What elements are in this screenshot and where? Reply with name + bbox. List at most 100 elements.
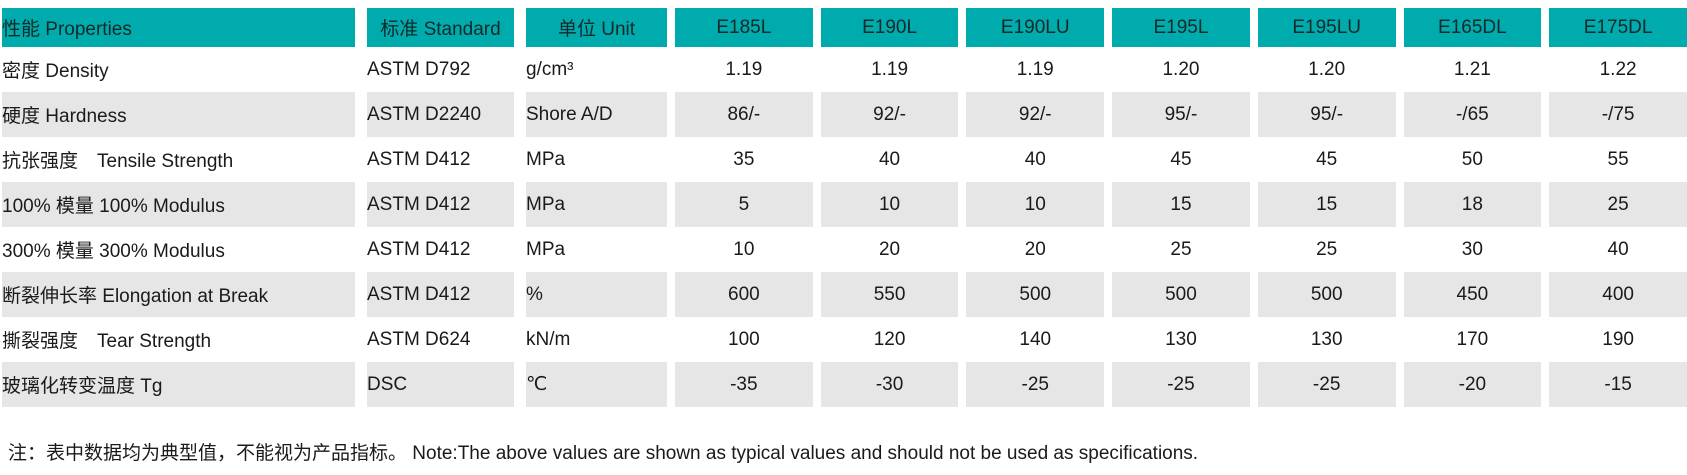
value-cell: 92/-	[812, 92, 959, 137]
property-name-cell: 300% 模量 300% Modulus	[2, 227, 355, 272]
value-cell: -/75	[1541, 92, 1687, 137]
unit-cell: ℃	[514, 362, 667, 407]
standard-cell: ASTM D412	[355, 272, 514, 317]
value-cell: 86/-	[667, 92, 813, 137]
value-cell: 45	[1104, 137, 1250, 182]
value-cell: 1.19	[958, 47, 1105, 92]
value-cell: -15	[1541, 362, 1687, 407]
value-cell: 92/-	[958, 92, 1105, 137]
column-header-grade: E165DL	[1395, 8, 1542, 47]
standard-cell: ASTM D412	[355, 137, 514, 182]
unit-cell: MPa	[514, 182, 667, 227]
value-cell: 1.22	[1541, 47, 1687, 92]
value-cell: 20	[812, 227, 959, 272]
value-cell: 95/-	[1249, 92, 1396, 137]
property-name-cell: 密度 Density	[2, 47, 355, 92]
value-cell: 550	[812, 272, 959, 317]
value-cell: 45	[1249, 137, 1396, 182]
value-cell: 170	[1395, 317, 1542, 362]
column-header-grade: E185L	[667, 8, 813, 47]
table-row: 撕裂强度 Tear Strength ASTM D624 kN/m 100 12…	[2, 317, 1687, 362]
value-cell: 1.20	[1249, 47, 1396, 92]
datasheet-table-section: 性能 Properties 标准 Standard 单位 Unit E185L …	[2, 8, 1687, 464]
unit-cell: Shore A/D	[514, 92, 667, 137]
standard-cell: ASTM D412	[355, 182, 514, 227]
property-name-cell: 玻璃化转变温度 Tg	[2, 362, 355, 407]
value-cell: -20	[1395, 362, 1542, 407]
value-cell: 600	[667, 272, 813, 317]
column-header-properties: 性能 Properties	[2, 8, 355, 47]
property-name-cell: 撕裂强度 Tear Strength	[2, 317, 355, 362]
value-cell: 130	[1104, 317, 1250, 362]
standard-cell: ASTM D412	[355, 227, 514, 272]
value-cell: 120	[812, 317, 959, 362]
column-header-standard: 标准 Standard	[355, 8, 514, 47]
value-cell: 25	[1541, 182, 1687, 227]
value-cell: 18	[1395, 182, 1542, 227]
table-row: 玻璃化转变温度 Tg DSC ℃ -35 -30 -25 -25 -25 -20…	[2, 362, 1687, 407]
value-cell: 140	[958, 317, 1105, 362]
value-cell: 190	[1541, 317, 1687, 362]
column-header-grade: E175DL	[1541, 8, 1687, 47]
standard-cell: ASTM D624	[355, 317, 514, 362]
value-cell: 10	[667, 227, 813, 272]
value-cell: 500	[1104, 272, 1250, 317]
standard-cell: ASTM D792	[355, 47, 514, 92]
footnote: 注：表中数据均为典型值，不能视为产品指标。 Note:The above val…	[8, 443, 1199, 464]
table-row: 300% 模量 300% Modulus ASTM D412 MPa 10 20…	[2, 227, 1687, 272]
value-cell: 450	[1395, 272, 1542, 317]
standard-cell: ASTM D2240	[355, 92, 514, 137]
table-row: 断裂伸长率 Elongation at Break ASTM D412 % 60…	[2, 272, 1687, 317]
property-name-cell: 硬度 Hardness	[2, 92, 355, 137]
value-cell: 130	[1249, 317, 1396, 362]
standard-cell: DSC	[355, 362, 514, 407]
unit-cell: g/cm³	[514, 47, 667, 92]
unit-cell: %	[514, 272, 667, 317]
column-header-unit: 单位 Unit	[514, 8, 667, 47]
table-row: 密度 Density ASTM D792 g/cm³ 1.19 1.19 1.1…	[2, 47, 1687, 92]
value-cell: 25	[1249, 227, 1396, 272]
value-cell: 20	[958, 227, 1105, 272]
material-properties-table: 性能 Properties 标准 Standard 单位 Unit E185L …	[2, 8, 1687, 407]
value-cell: -/65	[1395, 92, 1542, 137]
value-cell: 30	[1395, 227, 1542, 272]
property-name-cell: 抗张强度 Tensile Strength	[2, 137, 355, 182]
table-row: 硬度 Hardness ASTM D2240 Shore A/D 86/- 92…	[2, 92, 1687, 137]
column-header-grade: E195L	[1104, 8, 1250, 47]
property-name-cell: 断裂伸长率 Elongation at Break	[2, 272, 355, 317]
value-cell: 55	[1541, 137, 1687, 182]
property-name-cell: 100% 模量 100% Modulus	[2, 182, 355, 227]
column-header-grade: E190LU	[958, 8, 1105, 47]
value-cell: 1.20	[1104, 47, 1250, 92]
table-row: 100% 模量 100% Modulus ASTM D412 MPa 5 10 …	[2, 182, 1687, 227]
value-cell: 400	[1541, 272, 1687, 317]
value-cell: 50	[1395, 137, 1542, 182]
value-cell: 15	[1249, 182, 1396, 227]
unit-cell: kN/m	[514, 317, 667, 362]
value-cell: 40	[958, 137, 1105, 182]
column-header-grade: E195LU	[1249, 8, 1396, 47]
value-cell: 1.19	[812, 47, 959, 92]
value-cell: 15	[1104, 182, 1250, 227]
value-cell: 500	[958, 272, 1105, 317]
value-cell: -25	[1249, 362, 1396, 407]
table-header-row: 性能 Properties 标准 Standard 单位 Unit E185L …	[2, 8, 1687, 47]
table-row: 抗张强度 Tensile Strength ASTM D412 MPa 35 4…	[2, 137, 1687, 182]
value-cell: 40	[812, 137, 959, 182]
value-cell: -25	[958, 362, 1105, 407]
column-header-grade: E190L	[812, 8, 959, 47]
unit-cell: MPa	[514, 227, 667, 272]
value-cell: 500	[1249, 272, 1396, 317]
value-cell: -35	[667, 362, 813, 407]
value-cell: 100	[667, 317, 813, 362]
value-cell: 1.19	[667, 47, 813, 92]
value-cell: 5	[667, 182, 813, 227]
unit-cell: MPa	[514, 137, 667, 182]
value-cell: 95/-	[1104, 92, 1250, 137]
value-cell: 10	[958, 182, 1105, 227]
value-cell: 35	[667, 137, 813, 182]
value-cell: 10	[812, 182, 959, 227]
value-cell: 25	[1104, 227, 1250, 272]
value-cell: -30	[812, 362, 959, 407]
value-cell: -25	[1104, 362, 1250, 407]
